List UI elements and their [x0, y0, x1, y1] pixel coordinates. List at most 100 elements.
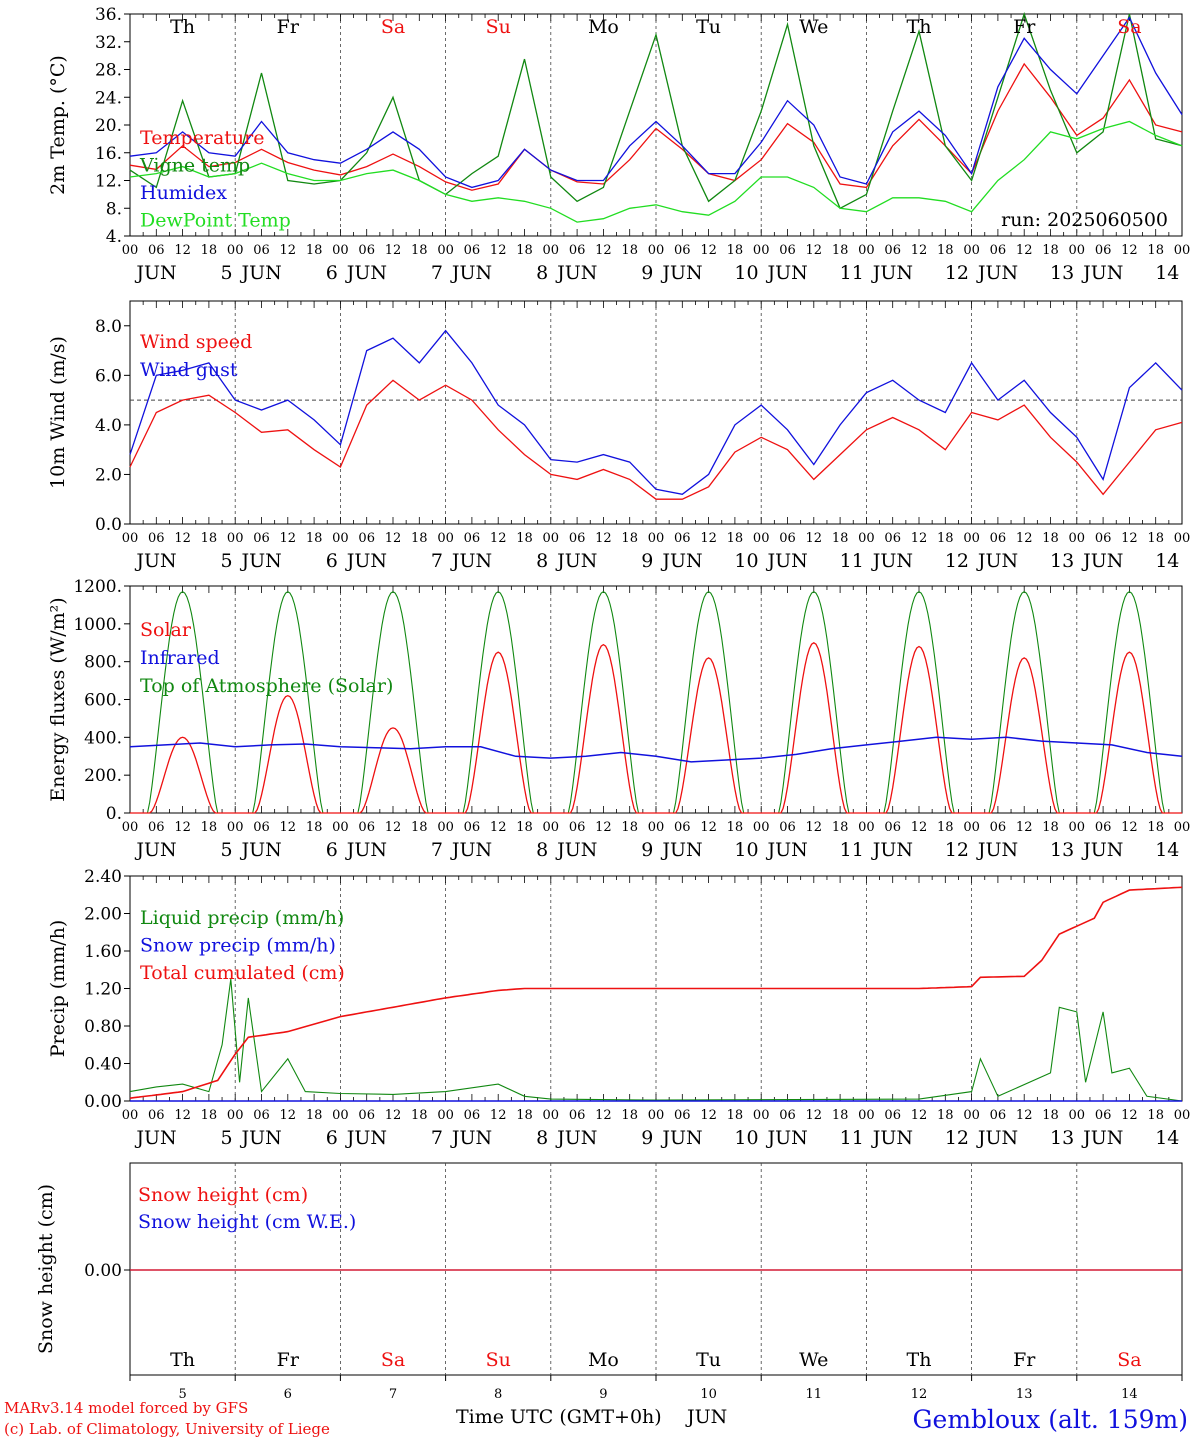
weekday-label: Tu — [696, 1349, 721, 1371]
y-tick-label: 0.0 — [95, 515, 122, 535]
hour-tick-label: 12 — [385, 243, 402, 258]
hour-tick-label: 06 — [148, 243, 165, 258]
hour-tick-label: 06 — [884, 820, 901, 835]
hour-tick-label: 18 — [832, 1108, 849, 1123]
date-day-label: 14 — [1155, 262, 1179, 284]
hour-tick-label: 06 — [464, 243, 481, 258]
date-month-label: JUN — [976, 839, 1018, 861]
hour-tick-label: 00 — [753, 243, 770, 258]
hour-tick-label: 00 — [227, 820, 244, 835]
y-tick-label: 2.00 — [84, 905, 122, 925]
hour-tick-label: 12 — [806, 531, 823, 546]
hour-tick-label: 18 — [621, 243, 638, 258]
hour-tick-label: 12 — [595, 243, 612, 258]
date-day-label: 11 — [840, 1127, 864, 1149]
date-day-label: 12 — [945, 839, 969, 861]
y-axis-label: 2m Temp. (°C) — [47, 55, 69, 195]
hour-tick-label: 06 — [253, 1108, 270, 1123]
date-month-label: JUN — [345, 839, 387, 861]
legend-entry: Solar — [140, 619, 192, 641]
y-tick-label: 6.0 — [95, 366, 122, 386]
hour-tick-label: 00 — [437, 531, 454, 546]
hour-tick-label: 12 — [1121, 243, 1138, 258]
hour-tick-label: 06 — [674, 531, 691, 546]
date-day-label: 11 — [840, 262, 864, 284]
run-label: run: 2025060500 — [1001, 209, 1168, 231]
panels: 4. 8. 12. 16. 20. 24. 28. 32. 36. 2m Temp. (°C) Th… — [35, 5, 1190, 1402]
plot-frame — [129, 300, 1183, 525]
hour-tick-label: 00 — [227, 1108, 244, 1123]
y-tick-label: 2.40 — [84, 867, 122, 887]
hour-tick-label: 18 — [516, 1108, 533, 1123]
hour-tick-label: 18 — [937, 1108, 954, 1123]
day-number-label: 10 — [700, 1387, 717, 1402]
y-axis-label: Energy fluxes (W/m²) — [47, 597, 69, 801]
weekday-label: Fr — [277, 1349, 300, 1371]
hour-tick-label: 00 — [1174, 1108, 1191, 1123]
hour-tick-label: 06 — [990, 820, 1007, 835]
hour-tick-label: 12 — [700, 531, 717, 546]
date-day-label: 13 — [1050, 550, 1074, 572]
y-tick-label: 4.0 — [95, 416, 122, 436]
date-month-label: JUN — [976, 550, 1018, 572]
weekday-label: Fr — [1013, 1349, 1036, 1371]
series-line-wind-speed — [129, 379, 1183, 500]
weekday-label: Sa — [381, 16, 405, 38]
hour-tick-label: 06 — [148, 531, 165, 546]
hour-tick-label: 00 — [858, 531, 875, 546]
hour-tick-label: 12 — [1016, 243, 1033, 258]
date-day-label: 5 — [221, 262, 233, 284]
date-day-label: 7 — [431, 550, 443, 572]
hour-tick-label: 12 — [385, 1108, 402, 1123]
hour-tick-label: 12 — [911, 1108, 928, 1123]
hour-tick-label: 00 — [332, 820, 349, 835]
weekday-label: Su — [486, 1349, 511, 1371]
day-number-label: 11 — [806, 1387, 823, 1402]
y-tick-label: 24. — [95, 88, 122, 108]
y-tick-label: 32. — [95, 33, 122, 53]
date-month-label: JUN — [555, 1127, 597, 1149]
hour-tick-label: 00 — [437, 820, 454, 835]
hour-tick-label: 00 — [227, 243, 244, 258]
precip-panel: 0.00 0.40 0.80 1.20 1.60 2.00 2.40 Precip (mm/h… — [47, 867, 1190, 1149]
date-month-label: JUN — [134, 1127, 176, 1149]
hour-tick-label: 18 — [201, 531, 218, 546]
date-day-label: 14 — [1155, 550, 1179, 572]
hour-tick-label: 06 — [884, 243, 901, 258]
date-month-label: JUN — [976, 262, 1018, 284]
hour-tick-label: 12 — [490, 1108, 507, 1123]
series-line-humidex — [129, 16, 1183, 189]
hour-tick-label: 12 — [1016, 820, 1033, 835]
date-day-label: 14 — [1155, 1127, 1179, 1149]
hour-tick-label: 00 — [543, 1108, 560, 1123]
hour-tick-label: 00 — [543, 820, 560, 835]
date-month-label: JUN — [555, 550, 597, 572]
location-label: Gembloux (alt. 159m) — [913, 1405, 1188, 1434]
date-day-label: 11 — [840, 839, 864, 861]
date-day-label: 6 — [326, 262, 338, 284]
y-axis-label: Snow height (cm) — [35, 1184, 57, 1354]
date-day-label: 8 — [536, 262, 548, 284]
hour-tick-label: 06 — [358, 820, 375, 835]
weekday-label: Fr — [1013, 16, 1036, 38]
hour-tick-label: 18 — [306, 531, 323, 546]
hour-tick-label: 18 — [201, 820, 218, 835]
date-month-label: JUN — [555, 839, 597, 861]
y-tick-label: 0.00 — [84, 1261, 122, 1281]
date-month-label: JUN — [871, 1127, 913, 1149]
date-month-label: JUN — [450, 1127, 492, 1149]
weekday-label: Th — [907, 16, 932, 38]
y-tick-label: 8. — [106, 199, 122, 219]
hour-tick-label: 00 — [332, 531, 349, 546]
hour-tick-label: 06 — [253, 243, 270, 258]
date-month-label: JUN — [450, 839, 492, 861]
weekday-label: Sa — [381, 1349, 405, 1371]
date-month-label: JUN — [976, 1127, 1018, 1149]
hour-tick-label: 12 — [911, 820, 928, 835]
hour-tick-label: 12 — [595, 820, 612, 835]
hour-tick-label: 12 — [174, 1108, 191, 1123]
hour-tick-label: 06 — [674, 1108, 691, 1123]
date-month-label: JUN — [345, 1127, 387, 1149]
legend-entry: Snow height (cm) — [138, 1184, 308, 1206]
hour-tick-label: 18 — [201, 1108, 218, 1123]
